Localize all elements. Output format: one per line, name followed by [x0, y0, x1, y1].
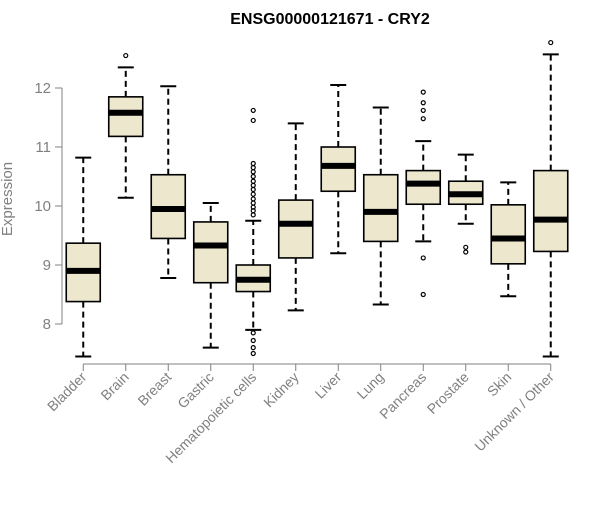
box-iqr: [320, 146, 357, 193]
box-iqr: [107, 96, 144, 138]
box-group: [65, 156, 102, 358]
y-tick-label: 12: [34, 80, 51, 97]
box-series: [65, 39, 569, 358]
box-group: [192, 202, 229, 349]
outlier-point: [250, 212, 256, 218]
outlier-point: [548, 39, 554, 46]
y-tick-label: 8: [43, 316, 51, 333]
outlier-point: [250, 196, 256, 202]
x-tick-label: Lung: [354, 369, 387, 402]
box-iqr: [490, 204, 527, 265]
outlier-point: [250, 173, 256, 180]
box-iqr: [405, 169, 442, 206]
outlier-point: [420, 107, 426, 114]
box-group: [490, 181, 527, 298]
box-group: [150, 85, 187, 279]
outlier-point: [250, 337, 256, 344]
chart-title: ENSG00000121671 - CRY2: [230, 11, 430, 28]
box-group: [320, 84, 357, 255]
y-tick-label: 10: [34, 198, 51, 215]
outlier-point: [420, 100, 426, 106]
y-tick-label: 9: [43, 257, 51, 274]
outlier-point: [250, 178, 256, 184]
x-tick-label: Unknown / Other: [471, 369, 557, 455]
outlier-point: [250, 169, 256, 175]
x-tick-label: Kidney: [260, 369, 302, 411]
x-tick-label: Brain: [97, 369, 131, 403]
outlier-point: [250, 330, 256, 336]
box-group: [235, 107, 272, 357]
outlier-point: [420, 116, 426, 122]
outlier-point: [250, 186, 256, 193]
outlier-point: [463, 249, 469, 255]
outlier-point: [420, 291, 426, 298]
box-iqr: [362, 173, 399, 243]
outlier-point: [420, 89, 426, 95]
x-tick-label: Skin: [484, 369, 515, 400]
x-tick-label: Liver: [312, 369, 345, 402]
box-iqr: [277, 199, 314, 259]
box-group: [107, 52, 144, 199]
outlier-point: [250, 191, 256, 197]
y-axis-label: Expression: [0, 162, 16, 236]
outlier-point: [250, 200, 256, 206]
box-group: [447, 153, 484, 255]
outlier-point: [250, 107, 256, 114]
outlier-point: [250, 345, 256, 351]
outlier-point: [123, 52, 129, 59]
y-tick-label: 11: [35, 139, 51, 156]
outlier-point: [250, 350, 256, 357]
y-axis: 8 9 10 11 12: [34, 80, 63, 333]
box-iqr: [192, 221, 229, 284]
box-iqr: [532, 169, 569, 253]
x-tick-label: Prostate: [424, 369, 472, 417]
x-tick-label: Pancreas: [376, 369, 429, 422]
box-group: [277, 122, 314, 312]
x-tick-label: Breast: [134, 369, 174, 409]
box-group: [362, 106, 399, 306]
outlier-point: [250, 117, 256, 124]
box-group: [405, 89, 442, 298]
box-group: [532, 39, 569, 358]
x-tick-label: Bladder: [44, 369, 90, 415]
outlier-point: [250, 160, 256, 167]
outlier-point: [250, 182, 256, 188]
outlier-point: [250, 165, 256, 171]
outlier-point: [420, 255, 426, 261]
outlier-point: [463, 244, 469, 250]
